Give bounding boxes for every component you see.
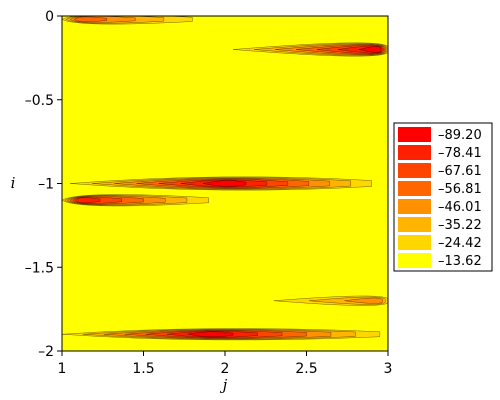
contour-band-4-7 [187,331,234,338]
y-tick-label: –1.5 [25,260,54,276]
legend-label: –89.20 [438,128,482,143]
legend-swatch [398,145,431,160]
legend-swatch [398,235,431,250]
contour-band-5-3 [344,297,383,304]
y-tick-label: –1 [38,177,54,193]
legend-label: –24.42 [438,236,482,251]
x-tick-label: 3 [384,361,393,377]
contour-band-2-7 [202,180,247,187]
plot-area [62,16,388,351]
y-axis: 0 –0.5 –1 –1.5 –2 [25,9,62,360]
x-axis-label: j [220,376,228,394]
x-tick-label: 2 [221,361,230,377]
y-tick-label: –0.5 [25,93,54,109]
legend-swatch [398,181,431,196]
y-axis-label: i [11,174,16,192]
legend-label: –67.61 [438,164,482,179]
legend-swatch [398,199,431,214]
x-tick-label: 1.5 [132,361,154,377]
contour-band-3-6 [75,197,101,204]
x-axis: 1 1.5 2 2.5 3 [58,351,393,377]
legend-label: –35.22 [438,218,482,233]
y-tick-label: –2 [38,344,54,360]
legend-label: –46.01 [438,200,482,215]
legend-label: –13.62 [438,254,482,269]
legend-swatch [398,163,431,178]
y-tick-label: 0 [45,9,54,25]
legend-label: –56.81 [438,182,482,197]
x-tick-label: 2.5 [295,361,317,377]
legend-swatch [398,217,431,232]
contour-band-1-7 [358,46,382,53]
contour-band-0-4 [73,16,108,23]
x-tick-label: 1 [58,361,67,377]
legend: –89.20 –78.41 –67.61 –56.81 –46.01 –35.22 –24.… [393,122,493,272]
legend-swatch [398,127,431,142]
legend-swatch [398,253,431,268]
legend-label: –78.41 [438,146,482,161]
